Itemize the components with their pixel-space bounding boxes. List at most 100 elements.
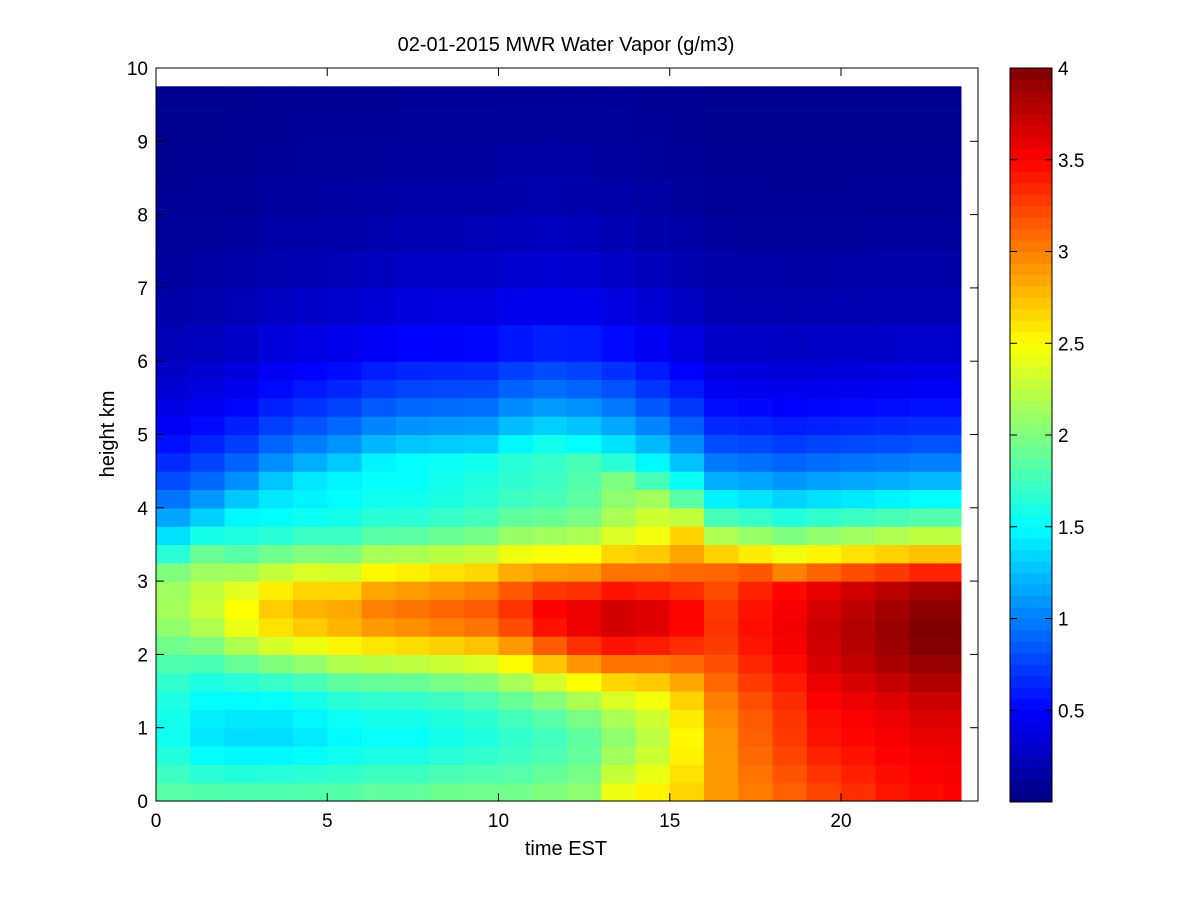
heatmap-cell <box>430 654 465 674</box>
heatmap-cell <box>464 178 500 216</box>
heatmap-cell <box>738 617 774 637</box>
heatmap-cell <box>498 324 534 362</box>
heatmap-cell <box>841 764 876 784</box>
heatmap-cell <box>704 361 739 381</box>
heatmap-cell <box>258 764 294 784</box>
heatmap-cell <box>635 178 671 216</box>
heatmap-cell <box>875 324 911 362</box>
heatmap-cell <box>601 544 637 564</box>
heatmap-cell <box>909 764 945 784</box>
heatmap-cell <box>601 379 637 399</box>
heatmap-cell <box>532 617 568 637</box>
heatmap-cell <box>738 178 774 216</box>
heatmap-cell <box>224 544 260 564</box>
colorbar-tick-label: 3.5 <box>1058 151 1084 172</box>
heatmap-cell <box>327 691 363 710</box>
heatmap-cell <box>943 251 962 289</box>
heatmap-cell <box>841 361 876 381</box>
heatmap-cell <box>532 562 568 582</box>
heatmap-cell <box>635 379 671 399</box>
heatmap-cell <box>601 141 637 179</box>
heatmap-cell <box>430 526 465 545</box>
heatmap-cell <box>738 86 774 106</box>
heatmap-cell <box>806 452 842 472</box>
heatmap-cell <box>635 727 671 747</box>
colorbar-segment <box>1010 389 1052 402</box>
heatmap-cell <box>875 691 911 710</box>
heatmap-cell <box>258 727 294 747</box>
heatmap-cell <box>601 764 637 784</box>
heatmap-cell <box>704 178 739 216</box>
heatmap-cell <box>909 416 945 436</box>
colorbar-segment <box>1010 412 1052 425</box>
heatmap-cell <box>258 214 294 252</box>
heatmap-cell <box>806 562 842 582</box>
heatmap-cell <box>224 636 260 655</box>
heatmap-cell <box>293 709 328 729</box>
heatmap-cell <box>224 379 260 399</box>
heatmap-cell <box>156 691 191 710</box>
heatmap-cell <box>224 214 260 252</box>
heatmap-cell <box>395 672 431 692</box>
heatmap-cell <box>224 178 260 216</box>
heatmap-cell <box>327 544 363 564</box>
heatmap-cell <box>327 562 363 582</box>
heatmap-cell <box>498 104 534 142</box>
heatmap-cell <box>704 397 739 417</box>
heatmap-cell <box>635 141 671 179</box>
heatmap-cell <box>567 709 602 729</box>
heatmap-cell <box>635 654 671 674</box>
heatmap-cell <box>806 361 842 381</box>
heatmap-cell <box>395 746 431 765</box>
heatmap-cell <box>327 727 363 747</box>
heatmap-cell <box>635 599 671 619</box>
heatmap-cell <box>635 214 671 252</box>
colorbar-segment <box>1010 744 1052 757</box>
heatmap-cell <box>567 324 602 362</box>
heatmap-cell <box>738 544 774 564</box>
heatmap-cell <box>224 324 260 362</box>
heatmap-cell <box>190 397 226 417</box>
heatmap-cell <box>841 691 876 710</box>
heatmap-cell <box>395 86 431 106</box>
heatmap-cell <box>601 214 637 252</box>
heatmap-cell <box>704 544 739 564</box>
heatmap-cell <box>293 379 328 399</box>
heatmap-cell <box>704 287 739 326</box>
heatmap-cell <box>875 526 911 545</box>
heatmap-cell <box>156 324 191 362</box>
heatmap-cell <box>224 471 260 490</box>
heatmap-cell <box>395 141 431 179</box>
heatmap-cell <box>156 617 191 637</box>
colorbar-segment <box>1010 503 1052 516</box>
heatmap-cell <box>806 471 842 490</box>
heatmap-cells <box>156 86 962 802</box>
heatmap-cell <box>190 287 226 326</box>
heatmap-cell <box>875 471 911 490</box>
heatmap-cell <box>669 617 705 637</box>
heatmap-cell <box>464 691 500 710</box>
y-axis-label: height km <box>97 391 119 478</box>
heatmap-cell <box>909 489 945 509</box>
heatmap-cell <box>943 287 962 326</box>
heatmap-cell <box>224 361 260 381</box>
heatmap-cell <box>567 599 602 619</box>
heatmap-cell <box>738 526 774 545</box>
heatmap-cell <box>669 709 705 729</box>
heatmap-cell <box>190 489 226 509</box>
heatmap-cell <box>704 746 739 765</box>
heatmap-cell <box>498 434 534 454</box>
heatmap-cell <box>841 544 876 564</box>
heatmap-cell <box>601 416 637 436</box>
heatmap-cell <box>464 86 500 106</box>
heatmap-cell <box>738 746 774 765</box>
heatmap-cell <box>532 746 568 765</box>
heatmap-cell <box>841 526 876 545</box>
heatmap-cell <box>601 709 637 729</box>
heatmap-cell <box>772 104 808 142</box>
heatmap-cell <box>704 324 739 362</box>
heatmap-cell <box>293 471 328 490</box>
heatmap-cell <box>567 562 602 582</box>
heatmap-cell <box>498 764 534 784</box>
heatmap-cell <box>806 397 842 417</box>
